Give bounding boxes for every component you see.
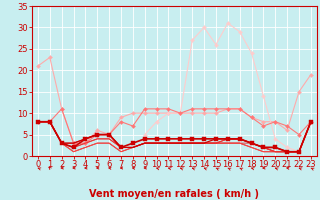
X-axis label: Vent moyen/en rafales ( km/h ): Vent moyen/en rafales ( km/h )	[89, 189, 260, 199]
